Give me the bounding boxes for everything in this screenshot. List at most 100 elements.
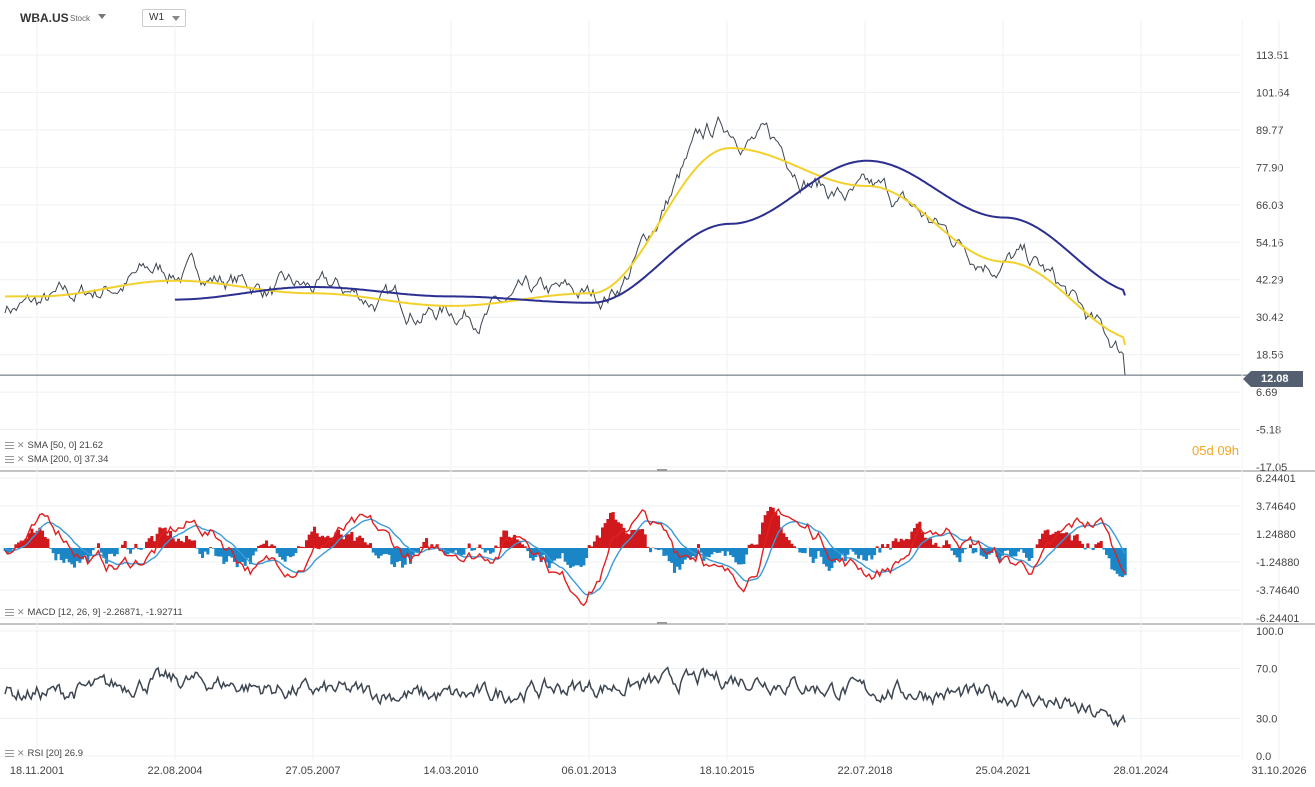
settings-icon[interactable] [5,441,14,449]
macd-histogram-bar [755,544,759,548]
macd-histogram-bar [54,548,58,561]
macd-histogram-bar [1110,548,1114,570]
macd-histogram-bar [209,547,213,548]
candle-countdown: 05d 09h [1192,443,1239,458]
macd-histogram-bar [801,548,805,553]
macd-histogram-bar [686,548,690,558]
pane-resize-handle [657,469,667,471]
macd-histogram-bar [462,548,466,555]
macd-histogram-bar [1083,548,1087,550]
macd-histogram-bar [1038,539,1042,548]
symbol-name[interactable]: WBA.US [20,11,69,25]
macd-histogram-bar [555,548,559,559]
y-tick-label: 77.90 [1256,162,1284,174]
macd-histogram-bar [774,512,778,548]
macd-histogram-bar [761,522,765,548]
macd-histogram-bar [867,548,871,556]
macd-histogram-bar [299,546,303,548]
macd-histogram-bar [574,548,578,566]
macd-histogram-bar [937,546,941,548]
y-tick-label: 30.42 [1256,312,1284,324]
macd-histogram-bar [305,540,309,548]
macd-histogram-bar [667,548,671,562]
macd-histogram-bar [35,530,39,548]
macd-histogram-bar [598,537,602,548]
macd-histogram-bar [115,548,119,555]
y-tick-label: 101.64 [1256,87,1290,99]
macd-histogram-bar [982,548,986,557]
macd-histogram-bar [657,548,661,551]
macd-histogram-bar [478,544,482,548]
macd-histogram-bar [694,548,698,559]
macd-histogram-bar [561,548,565,554]
macd-histogram-bar [886,543,890,548]
macd-histogram-bar [334,532,338,548]
settings-icon[interactable] [5,608,14,616]
macd-histogram-bar [587,545,591,548]
macd-histogram-bar [675,548,679,567]
macd-histogram-bar [998,548,1002,563]
macd-histogram-bar [793,546,797,548]
macd-histogram-bar [854,548,858,555]
macd-histogram-bar [819,548,823,557]
macd-histogram-bar [590,546,594,548]
macd-histogram-bar [371,548,375,553]
macd-histogram-bar [945,540,949,548]
macd-histogram-bar [929,538,933,548]
macd-histogram-bar [470,548,474,551]
macd-histogram-bar [670,548,674,563]
macd-histogram-bar [1105,548,1109,555]
macd-histogram-bar [1097,542,1101,548]
macd-histogram-bar [611,512,615,548]
macd-histogram-bar [654,548,658,550]
macd-histogram-bar [513,535,517,548]
settings-icon[interactable] [5,749,14,757]
close-icon[interactable]: ✕ [17,607,25,617]
macd-histogram-bar [646,546,650,548]
macd-histogram-bar [387,548,391,555]
macd-histogram-bar [43,536,47,548]
macd-histogram-bar [750,543,754,548]
macd-histogram-bar [1107,548,1111,559]
symbol-dropdown-icon[interactable] [98,14,106,19]
macd-histogram-bar [803,548,807,554]
macd-histogram-bar [262,543,266,548]
macd-histogram-bar [710,548,714,555]
macd-histogram-bar [721,548,725,552]
macd-histogram-bar [622,527,626,548]
macd-histogram-bar [865,548,869,561]
macd-histogram-bar [1011,548,1015,557]
macd-histogram-bar [822,548,826,565]
macd-histogram-bar [995,548,999,557]
macd-histogram-bar [246,548,250,559]
macd-histogram-bar [294,548,298,554]
macd-histogram-bar [593,541,597,548]
macd-histogram-bar [345,534,349,548]
close-icon[interactable]: ✕ [17,440,25,450]
macd-histogram-bar [897,541,901,548]
macd-histogram-bar [870,548,874,560]
macd-histogram-bar [57,548,61,555]
macd-histogram-bar [1113,548,1117,571]
macd-histogram-bar [147,538,151,548]
macd-histogram-bar [961,548,965,554]
macd-histogram-bar [89,548,93,557]
macd-histogram-bar [270,544,274,548]
macd-histogram-bar [627,534,631,548]
close-icon[interactable]: ✕ [17,748,25,758]
settings-icon[interactable] [5,455,14,463]
macd-histogram-bar [449,548,453,553]
macd-histogram-bar [238,548,242,563]
macd-histogram-bar [1099,541,1103,548]
macd-histogram-bar [1030,548,1034,559]
macd-histogram-bar [894,538,898,548]
close-icon[interactable]: ✕ [17,454,25,464]
macd-histogram-bar [809,548,813,557]
macd-histogram-bar [1043,530,1047,548]
macd-histogram-bar [249,548,253,565]
macd-histogram-bar [950,548,954,551]
macd-histogram-bar [571,548,575,567]
macd-histogram-bar [958,548,962,563]
macd-histogram-bar [342,539,346,548]
